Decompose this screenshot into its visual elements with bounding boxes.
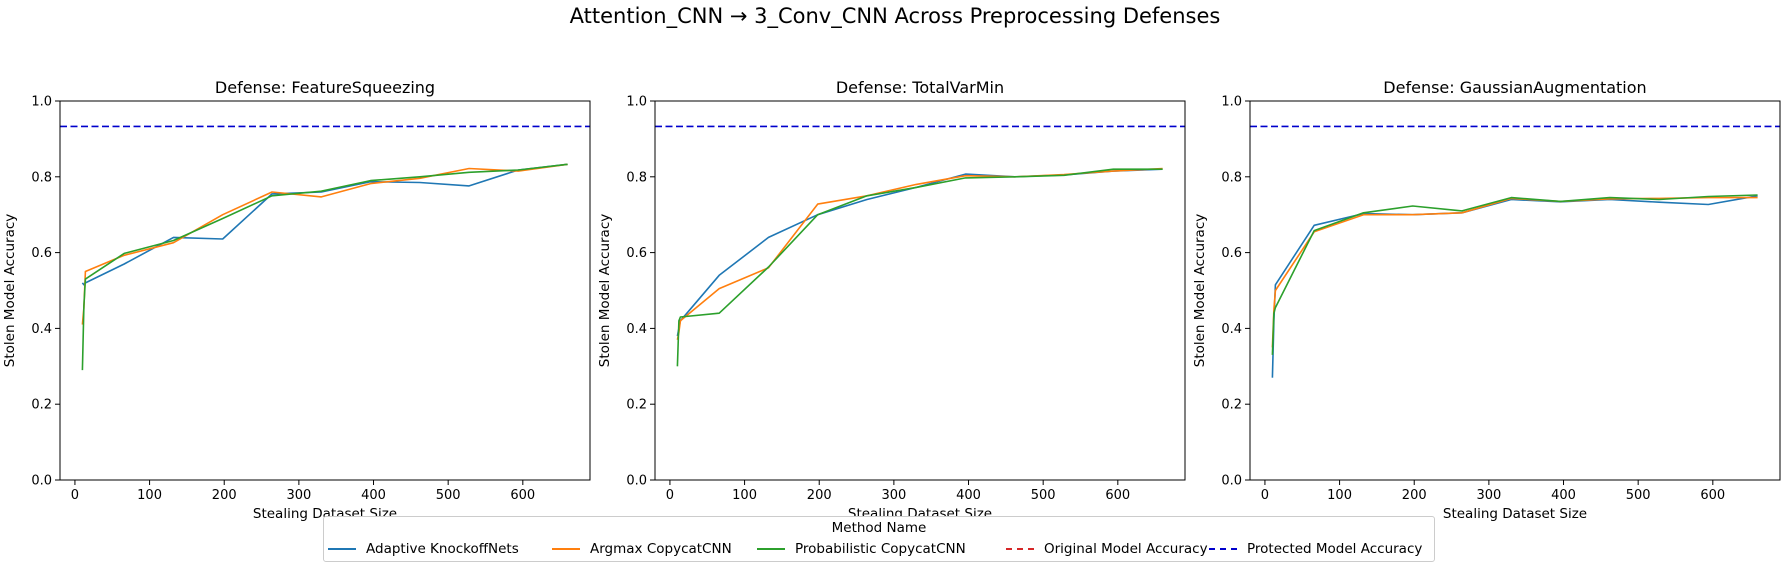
- panel-2: Defense: TotalVarMin 0 100 200 300 400 500 600 0…: [597, 78, 1186, 522]
- series-line-argmax-copycatcnn: [676, 167, 1163, 340]
- plot-frame: [59, 100, 591, 481]
- y-tick-label: 0.0: [1221, 474, 1242, 489]
- y-tick-label: 0.8: [1221, 170, 1242, 185]
- y-tick-label: 0.0: [31, 474, 52, 489]
- series-line-adaptive-knockoffnets: [1271, 195, 1758, 378]
- x-tick-label: 600: [1700, 488, 1725, 503]
- legend-label-adaptive-knockoffnets: Adaptive KnockoffNets: [366, 541, 519, 557]
- x-tick-label: 100: [137, 488, 162, 503]
- x-axis-label: Stealing Dataset Size: [1443, 506, 1587, 522]
- x-tick-label: 0: [1261, 488, 1269, 503]
- series-line-probabilistic-copycatcnn: [1271, 194, 1758, 355]
- y-tick-label: 0.4: [626, 322, 647, 337]
- panel-title: Defense: TotalVarMin: [836, 78, 1004, 97]
- x-tick-label: 400: [1551, 488, 1576, 503]
- y-tick-label: 0.2: [1221, 398, 1242, 413]
- legend-title: Method Name: [831, 520, 927, 536]
- legend-label-original-model-accuracy: Original Model Accuracy: [1044, 541, 1208, 557]
- series-line-adaptive-knockoffnets: [81, 163, 568, 286]
- y-axis-label: Stolen Model Accuracy: [597, 214, 613, 367]
- panel-3: Defense: GaussianAugmentation 0 100 200 300 4…: [1192, 78, 1781, 522]
- x-tick-label: 200: [807, 488, 832, 503]
- x-tick-label: 500: [1626, 488, 1651, 503]
- legend-item-argmax-copycatcnn: Argmax CopycatCNN: [552, 540, 732, 558]
- y-tick-label: 0.8: [626, 170, 647, 185]
- y-tick-label: 0.2: [31, 398, 52, 413]
- y-tick-label: 0.6: [626, 246, 647, 261]
- legend-swatch-original-model-accuracy: [1006, 548, 1034, 550]
- x-tick-label: 400: [956, 488, 981, 503]
- y-tick-label: 1.0: [31, 95, 52, 110]
- x-tick-label: 200: [212, 488, 237, 503]
- x-tick-label: 500: [1031, 488, 1056, 503]
- panel-1: Defense: FeatureSqueezing 0 100 200 300 400 50…: [2, 78, 591, 522]
- legend-swatch-protected-model-accuracy: [1209, 548, 1237, 550]
- y-tick-label: 1.0: [626, 95, 647, 110]
- figure-title: Attention_CNN → 3_Conv_CNN Across Prepro…: [569, 4, 1221, 28]
- x-tick-label: 400: [361, 488, 386, 503]
- y-tick-label: 0.2: [626, 398, 647, 413]
- legend-label-probabilistic-copycatcnn: Probabilistic CopycatCNN: [795, 541, 966, 557]
- panel-title: Defense: FeatureSqueezing: [215, 78, 435, 97]
- legend-label-protected-model-accuracy: Protected Model Accuracy: [1247, 541, 1423, 557]
- x-tick-label: 200: [1402, 488, 1427, 503]
- legend-item-original-model-accuracy: Original Model Accuracy: [1006, 540, 1208, 558]
- x-tick-label: 500: [436, 488, 461, 503]
- x-tick-label: 300: [1476, 488, 1501, 503]
- x-tick-label: 600: [510, 488, 535, 503]
- y-tick-label: 0.6: [31, 246, 52, 261]
- legend-item-probabilistic-copycatcnn: Probabilistic CopycatCNN: [757, 540, 966, 558]
- x-tick-label: 100: [1327, 488, 1352, 503]
- series-line-adaptive-knockoffnets: [676, 168, 1163, 337]
- series-line-argmax-copycatcnn: [1271, 196, 1758, 348]
- series-line-argmax-copycatcnn: [81, 163, 568, 325]
- y-tick-label: 1.0: [1221, 95, 1242, 110]
- x-tick-label: 600: [1105, 488, 1130, 503]
- y-tick-label: 0.8: [31, 170, 52, 185]
- plot-frame: [654, 100, 1186, 481]
- y-tick-label: 0.4: [1221, 322, 1242, 337]
- series-line-probabilistic-copycatcnn: [81, 163, 568, 371]
- legend-swatch-adaptive-knockoffnets: [328, 548, 356, 550]
- y-tick-label: 0.6: [1221, 246, 1242, 261]
- x-tick-label: 300: [881, 488, 906, 503]
- legend-swatch-argmax-copycatcnn: [552, 548, 580, 550]
- legend: Method Name Adaptive KnockoffNets Argmax…: [323, 516, 1435, 562]
- x-tick-label: 300: [286, 488, 311, 503]
- y-tick-label: 0.4: [31, 322, 52, 337]
- legend-item-adaptive-knockoffnets: Adaptive KnockoffNets: [328, 540, 519, 558]
- legend-label-argmax-copycatcnn: Argmax CopycatCNN: [590, 541, 732, 557]
- panel-title: Defense: GaussianAugmentation: [1383, 78, 1646, 97]
- x-tick-label: 0: [71, 488, 79, 503]
- legend-item-protected-model-accuracy: Protected Model Accuracy: [1209, 540, 1422, 558]
- x-tick-label: 0: [666, 488, 674, 503]
- y-axis-label: Stolen Model Accuracy: [1192, 214, 1208, 367]
- plot-frame: [1249, 100, 1781, 481]
- series-line-probabilistic-copycatcnn: [676, 168, 1163, 367]
- legend-swatch-probabilistic-copycatcnn: [757, 548, 785, 550]
- y-tick-label: 0.0: [626, 474, 647, 489]
- y-axis-label: Stolen Model Accuracy: [2, 214, 18, 367]
- x-tick-label: 100: [732, 488, 757, 503]
